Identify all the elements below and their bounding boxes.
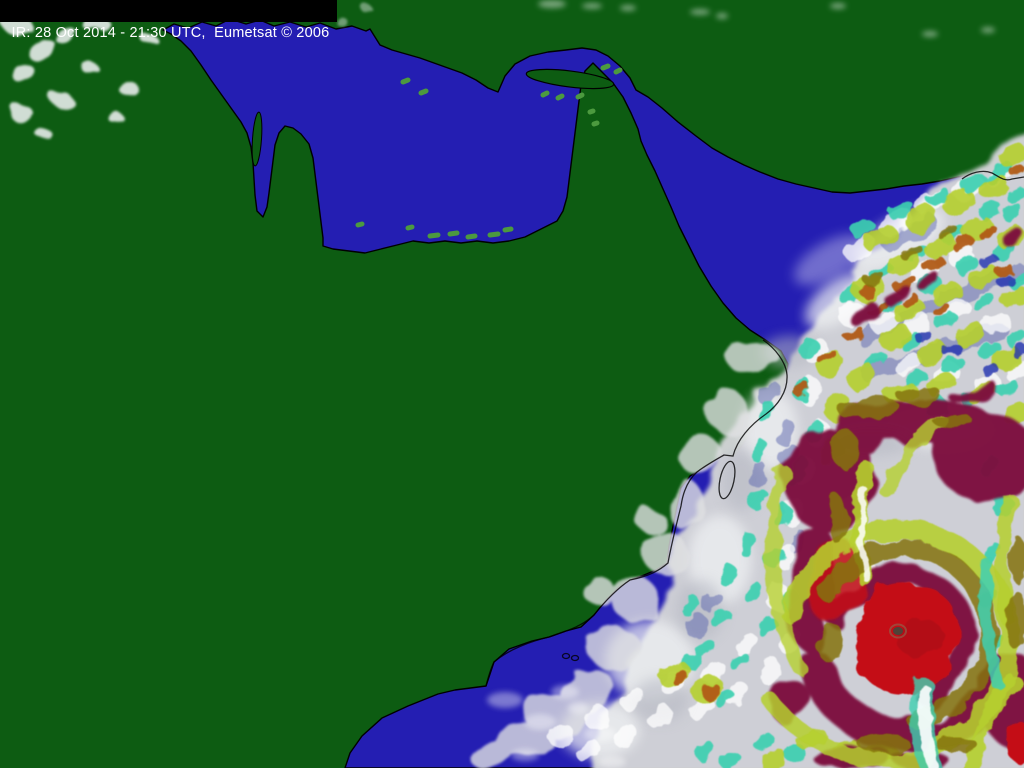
cloud-puff <box>466 740 518 768</box>
edge-red-blob <box>1005 722 1024 762</box>
storm-core <box>855 582 1024 762</box>
cloud-blob <box>48 88 68 104</box>
navy-dabs <box>915 253 1024 377</box>
rainband-orange-cores <box>671 164 1024 699</box>
olive-patch <box>858 734 910 754</box>
northeast-join <box>881 413 947 499</box>
iran-coast-overlay <box>961 170 1024 181</box>
cloud-blob <box>360 5 372 11</box>
coastal-islet <box>561 652 571 660</box>
orange-dabs <box>671 164 1024 699</box>
white-slivers <box>857 486 941 768</box>
southeast-band <box>961 675 1023 768</box>
timestamp-text: IR: 28 Oct 2014 - 21:30 UTC, Eumetsat © … <box>11 25 330 41</box>
olive-dabs <box>865 226 959 287</box>
cloud-blob <box>8 104 32 120</box>
cloud-wisp <box>551 685 579 699</box>
cloud-wisp <box>568 702 588 714</box>
cloud-puff <box>729 342 781 378</box>
oman-east-coast-overlay <box>485 339 788 687</box>
east-band <box>995 493 1017 627</box>
cloud-patch <box>722 450 762 510</box>
south-fringe <box>762 692 938 768</box>
olive-patch <box>934 737 978 753</box>
cloud-wisp <box>487 692 523 708</box>
olive-patch <box>817 622 843 662</box>
west-cloud-puffs <box>466 342 781 768</box>
olive-patch <box>1006 590 1024 650</box>
cloud-puff <box>680 433 720 477</box>
cloud-puff <box>588 626 640 670</box>
bahrain-island <box>251 111 263 167</box>
cloud-wisp <box>538 0 566 8</box>
cloud-blob <box>34 127 50 137</box>
rainband-navy-dots <box>915 253 1024 377</box>
maroon-dabs <box>850 231 1024 402</box>
cloud-blob <box>110 115 126 125</box>
cloud-wisp <box>511 749 539 761</box>
cloud-puff <box>642 530 686 574</box>
island-specks <box>355 63 623 240</box>
cloud-puff <box>702 388 746 428</box>
cloud-wisp <box>690 9 710 15</box>
cloud-wisp <box>981 27 995 33</box>
cloud-wisp <box>524 714 556 730</box>
coastline-overlay <box>485 170 1024 687</box>
eye-dot <box>893 627 903 635</box>
cloud-puff <box>666 481 706 529</box>
cloud-wisp <box>716 13 728 19</box>
olive-patch <box>1010 536 1024 584</box>
masirah-island <box>718 460 736 500</box>
cloud-blob <box>54 27 78 45</box>
cloud-wisp <box>830 3 846 9</box>
sea-cloud-wisps <box>487 685 626 768</box>
olive-patch <box>828 496 848 544</box>
cirrus-wisps-top <box>538 0 995 37</box>
cloud-blob <box>80 60 96 72</box>
island-dots <box>355 63 623 240</box>
cyclone <box>466 131 1024 768</box>
cloud-wisp <box>584 726 616 742</box>
olive-patch <box>932 412 972 428</box>
core-deep-red <box>896 618 944 658</box>
maroon-mass <box>934 426 1024 498</box>
inflow-white-sliver <box>857 486 872 584</box>
cloud-puff <box>612 578 660 622</box>
qeshm-island <box>525 68 615 90</box>
cloud-wisp <box>922 31 938 37</box>
cloud-puff <box>636 508 664 532</box>
olive-patch <box>838 397 898 419</box>
cloud-blob <box>10 62 34 82</box>
cloud-blob <box>142 35 158 45</box>
cloud-blob <box>24 36 56 60</box>
cloud-wisp <box>620 5 636 11</box>
storm-eye <box>889 623 907 639</box>
east-teal-sliver <box>978 554 1004 690</box>
timestamp-bar: IR: 28 Oct 2014 - 21:30 UTC, Eumetsat © … <box>0 0 338 41</box>
olive-patch <box>833 430 859 470</box>
cloud-blob <box>122 85 142 99</box>
coastal-islet <box>570 654 580 662</box>
eye-halo <box>889 623 907 639</box>
cloud-puff <box>584 578 616 606</box>
cloud-blob <box>86 20 114 36</box>
west-fringe <box>765 463 807 675</box>
core-red-lobe <box>856 656 888 680</box>
olive-patch <box>896 388 944 404</box>
cloud-wisp <box>598 756 626 768</box>
cloud-wisp <box>582 3 602 9</box>
south-white-channel <box>917 685 941 768</box>
